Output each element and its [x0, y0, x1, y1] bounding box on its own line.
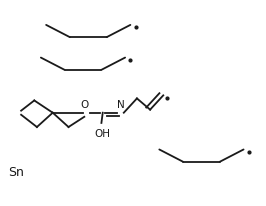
Text: N: N [117, 99, 125, 109]
Text: O: O [80, 99, 88, 109]
Text: OH: OH [95, 128, 111, 138]
Text: Sn: Sn [8, 166, 24, 179]
